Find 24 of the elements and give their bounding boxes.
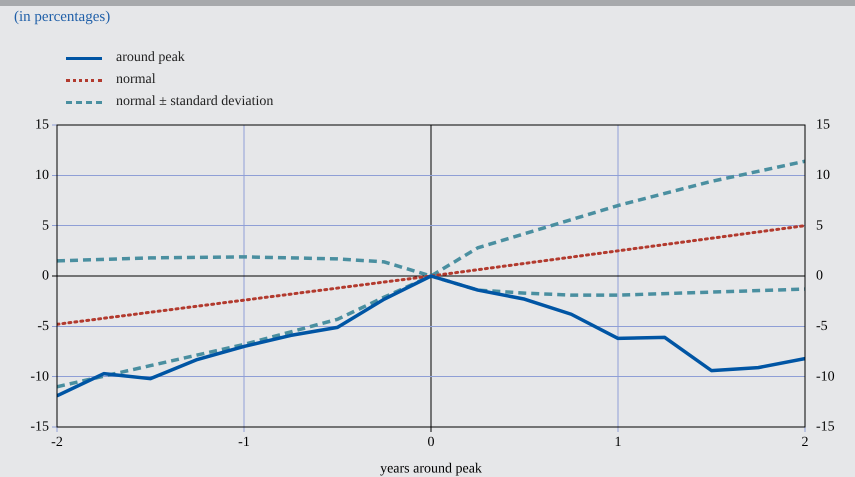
x-tick-label: 2 <box>802 435 808 450</box>
y2-tick-label: 15 <box>816 118 830 133</box>
y-tick-label: 0 <box>42 268 49 284</box>
y2-tick-label: -10 <box>816 369 835 384</box>
x-tick-label: -1 <box>238 435 250 450</box>
x-tick-label: 1 <box>614 435 622 450</box>
y2-tick-label: 10 <box>816 168 830 184</box>
y2-tick-label: 0 <box>816 268 823 284</box>
x-tick-label: 0 <box>428 435 434 450</box>
x-tick-label: -2 <box>51 435 63 450</box>
y-tick-label: 10 <box>35 168 49 184</box>
legend-label: normal ± standard deviation <box>116 94 274 110</box>
x-axis-title: years around peak <box>380 461 482 476</box>
legend-label: around peak <box>116 50 185 66</box>
y2-tick-label: 5 <box>816 218 823 234</box>
chart-title: (in percentages) <box>14 9 110 26</box>
y-tick-label: -10 <box>30 369 49 384</box>
y2-tick-label: -5 <box>816 319 828 334</box>
y-tick-label: 5 <box>42 218 49 234</box>
y2-tick-label: -15 <box>816 420 835 435</box>
y-tick-label: 15 <box>35 118 49 133</box>
legend-label: normal <box>116 72 156 88</box>
y-tick-label: -5 <box>37 319 49 334</box>
y-tick-label: -15 <box>30 420 49 435</box>
